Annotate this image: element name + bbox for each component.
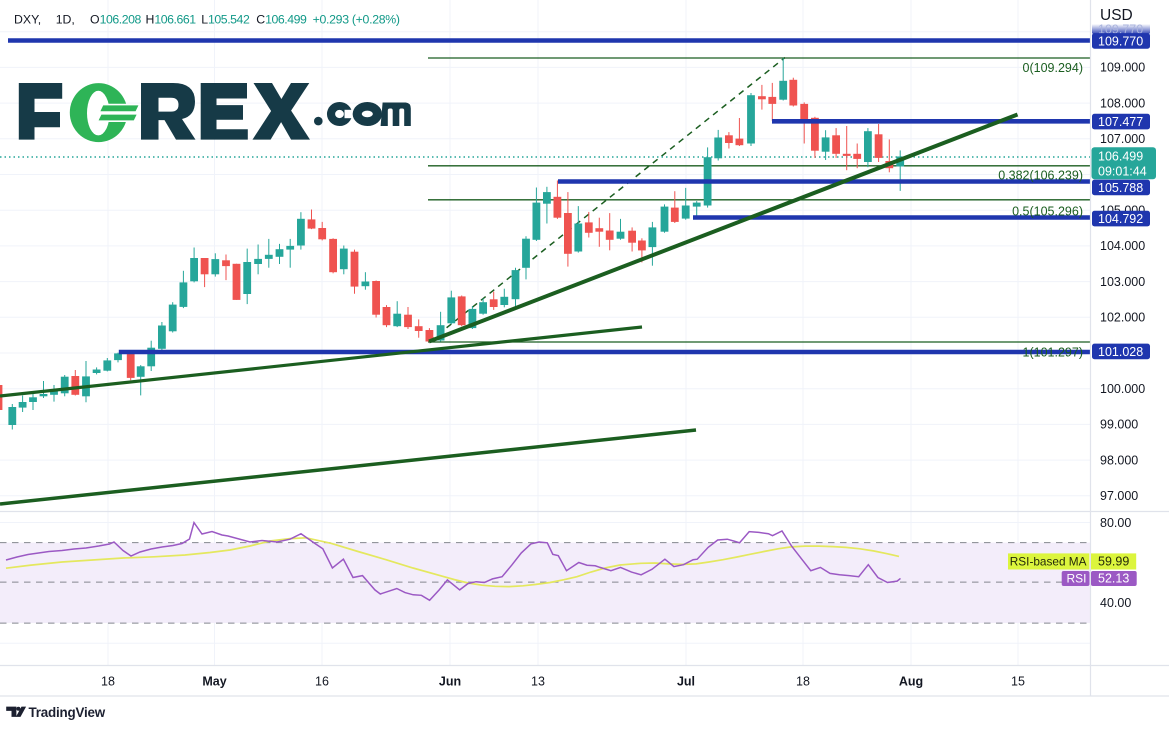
- svg-text:RSI-based MA: RSI-based MA: [1010, 554, 1087, 568]
- svg-text:107.000: 107.000: [1100, 132, 1145, 146]
- svg-text:104.792: 104.792: [1098, 212, 1143, 226]
- svg-text:102.000: 102.000: [1100, 311, 1145, 325]
- svg-text:C106.499: C106.499: [256, 12, 307, 26]
- svg-text:80.00: 80.00: [1100, 516, 1131, 530]
- svg-text:15: 15: [1011, 675, 1025, 689]
- svg-text:59.99: 59.99: [1098, 555, 1129, 569]
- svg-text:0.382(106.239): 0.382(106.239): [998, 169, 1083, 183]
- svg-text:1D,: 1D,: [56, 12, 75, 26]
- svg-text:40.00: 40.00: [1100, 596, 1131, 610]
- svg-text:105.788: 105.788: [1098, 181, 1143, 195]
- svg-text:18: 18: [796, 675, 810, 689]
- svg-text:101.028: 101.028: [1098, 345, 1143, 359]
- svg-text:L105.542: L105.542: [201, 12, 250, 26]
- svg-text:16: 16: [315, 675, 329, 689]
- svg-text:O106.208: O106.208: [90, 12, 141, 26]
- svg-text:109.770: 109.770: [1098, 23, 1143, 37]
- svg-text:100.000: 100.000: [1100, 382, 1145, 396]
- svg-text:99.000: 99.000: [1100, 418, 1138, 432]
- svg-text:DXY,: DXY,: [14, 12, 41, 26]
- svg-text:USD: USD: [1100, 7, 1133, 24]
- svg-text:H106.661: H106.661: [146, 12, 197, 26]
- svg-text:TradingView: TradingView: [29, 705, 106, 720]
- svg-text:103.000: 103.000: [1100, 275, 1145, 289]
- svg-text:107.477: 107.477: [1098, 115, 1143, 129]
- svg-text:09:01:44: 09:01:44: [1098, 165, 1147, 179]
- svg-text:18: 18: [101, 675, 115, 689]
- svg-text:0(109.294): 0(109.294): [1023, 61, 1083, 75]
- svg-text:+0.293 (+0.28%): +0.293 (+0.28%): [313, 12, 400, 26]
- svg-text:109.770: 109.770: [1098, 34, 1143, 48]
- svg-text:Jul: Jul: [677, 675, 695, 689]
- svg-text:0.5(105.296): 0.5(105.296): [1012, 205, 1083, 219]
- svg-text:97.000: 97.000: [1100, 489, 1138, 503]
- svg-text:109.000: 109.000: [1100, 61, 1145, 75]
- svg-text:Aug: Aug: [899, 675, 923, 689]
- svg-text:Jun: Jun: [439, 675, 461, 689]
- svg-text:May: May: [202, 675, 226, 689]
- svg-text:1(101.297): 1(101.297): [1023, 346, 1083, 360]
- svg-text:52.13: 52.13: [1098, 572, 1129, 586]
- svg-text:RSI: RSI: [1066, 572, 1086, 586]
- svg-text:98.000: 98.000: [1100, 453, 1138, 467]
- svg-text:104.000: 104.000: [1100, 239, 1145, 253]
- svg-text:106.499: 106.499: [1098, 150, 1143, 164]
- svg-text:108.000: 108.000: [1100, 96, 1145, 110]
- svg-text:13: 13: [531, 675, 545, 689]
